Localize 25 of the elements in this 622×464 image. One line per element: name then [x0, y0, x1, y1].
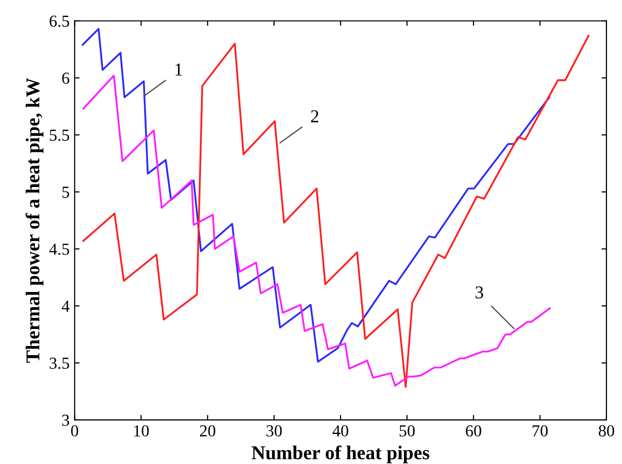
x-tick-label: 60: [466, 425, 482, 437]
x-tick-label: 50: [400, 425, 415, 437]
y-tick-label: 6.5: [50, 16, 70, 27]
annotation: 1: [176, 64, 182, 76]
x-tick-label: 70: [532, 425, 548, 437]
x-axis-title: Number of heat pipes: [252, 445, 430, 464]
y-tick-label: 5: [62, 186, 70, 198]
annotation: 2: [311, 110, 318, 122]
y-tick-label: 4.5: [49, 244, 70, 255]
line-series: [82, 28, 550, 363]
x-tick-label: 20: [200, 425, 216, 437]
x-tick-label: 80: [598, 425, 614, 437]
x-tick-label: 10: [134, 425, 149, 437]
y-tick-label: 3.5: [50, 358, 70, 369]
x-tick-label: 30: [266, 425, 282, 437]
x-tick-label: 0: [71, 425, 78, 437]
y-tick-label: 6: [62, 72, 70, 84]
x-tick-label: 40: [332, 425, 348, 437]
annotation: 3: [476, 286, 484, 299]
line-series: [82, 74, 551, 387]
y-tick-label: 4: [62, 300, 70, 312]
y-axis-title: Thermal power of a heat pipe, kW: [26, 78, 44, 363]
line-series: [82, 34, 590, 388]
y-tick-label: 3: [62, 414, 70, 426]
y-tick-label: 5.5: [50, 130, 70, 141]
